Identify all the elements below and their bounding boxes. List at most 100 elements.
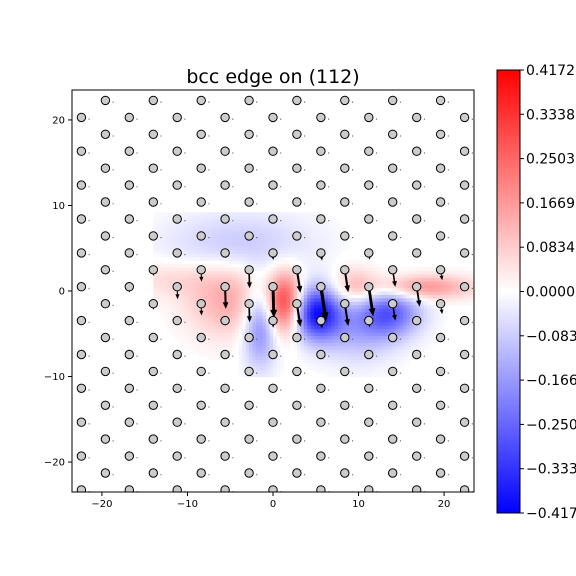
heatmap-cell [403,345,408,350]
heatmap-cell [252,219,257,224]
heatmap-cell [252,366,257,371]
heatmap-cell [314,280,319,285]
atom-marker [124,417,135,427]
heatmap-cell [344,308,349,313]
heatmap-cell [303,229,308,234]
heatmap-cell [276,356,281,361]
heatmap-cell [334,243,339,248]
heatmap-cell [379,349,384,354]
heatmap-cell [231,212,236,217]
heatmap-cell [368,359,373,364]
heatmap-cell [208,226,213,231]
heatmap-cell [344,359,349,364]
heatmap-cell [409,301,414,306]
heatmap-cell [320,226,325,231]
heatmap-cell [307,229,312,234]
heatmap-cell [385,373,390,378]
heatmap-cell [396,332,401,337]
heatmap-cell [293,314,298,319]
heatmap-cell [293,212,298,217]
atom-marker [340,468,350,478]
heatmap-cell [290,280,295,285]
atom-marker [244,265,254,275]
heatmap-cell [403,308,408,313]
heatmap-cell [348,338,353,343]
heatmap-cell [211,229,216,234]
displacement-dot [112,135,114,137]
heatmap-cell [173,277,178,282]
heatmap-cell [296,253,301,258]
heatmap-cell [231,287,236,292]
heatmap-cell [180,249,185,254]
heatmap-cell [331,314,336,319]
heatmap-cell [211,301,216,306]
atom-marker [244,468,254,478]
heatmap-cell [255,229,260,234]
atom-marker [364,315,374,326]
heatmap-cell [444,318,449,323]
heatmap-cell [252,304,257,309]
heatmap-cell [228,294,233,299]
heatmap-cell [235,328,240,333]
heatmap-cell [177,226,182,231]
heatmap-cell [166,277,171,282]
heatmap-cell [389,325,394,330]
heatmap-cell [194,222,199,227]
heatmap-cell [204,335,209,340]
heatmap-cell [225,294,230,299]
atom-marker [100,197,111,207]
heatmap-cell [457,287,462,292]
heatmap-cell [334,328,339,333]
heatmap-cell [426,311,431,316]
heatmap-cell [197,212,202,217]
heatmap-cell [259,215,264,220]
heatmap-cell [252,263,257,268]
heatmap-cell [160,280,165,285]
heatmap-cell [156,215,161,220]
heatmap-cell [399,297,404,302]
heatmap-cell [286,342,291,347]
heatmap-cell [204,338,209,343]
atom-marker [220,417,230,427]
heatmap-cell [396,273,401,278]
heatmap-cell [409,280,414,285]
heatmap-cell [245,356,250,361]
displacement-dot [351,169,354,171]
heatmap-cell [433,267,438,272]
heatmap-cell [279,356,284,361]
heatmap-cell [317,226,322,231]
heatmap-cell [235,236,240,241]
heatmap-cell [194,301,199,306]
heatmap-cell [303,356,308,361]
atom-marker [316,282,326,292]
heatmap-cell [396,335,401,340]
heatmap-cell [382,338,387,343]
heatmap-cell [153,291,158,296]
heatmap-cell [303,243,308,248]
heatmap-cell [283,301,288,306]
heatmap-cell [160,236,165,241]
heatmap-cell [290,314,295,319]
heatmap-cell [450,287,455,292]
atom-marker [388,163,398,173]
heatmap-cell [170,280,175,285]
heatmap-cell [170,284,175,289]
heatmap-cell [358,280,363,285]
heatmap-cell [259,311,264,316]
heatmap-cell [235,256,240,261]
heatmap-cell [276,229,281,234]
heatmap-cell [283,270,288,275]
heatmap-cell [361,260,366,265]
heatmap-cell [365,362,370,367]
heatmap-cell [231,297,236,302]
heatmap-cell [338,232,343,237]
heatmap-cell [173,243,178,248]
heatmap-cell [399,301,404,306]
heatmap-cell [194,318,199,323]
heatmap-cell [283,287,288,292]
heatmap-cell [184,263,189,268]
heatmap-cell [218,212,223,217]
heatmap-cell [163,301,168,306]
atom-marker [220,383,230,393]
heatmap-cell [214,270,219,275]
